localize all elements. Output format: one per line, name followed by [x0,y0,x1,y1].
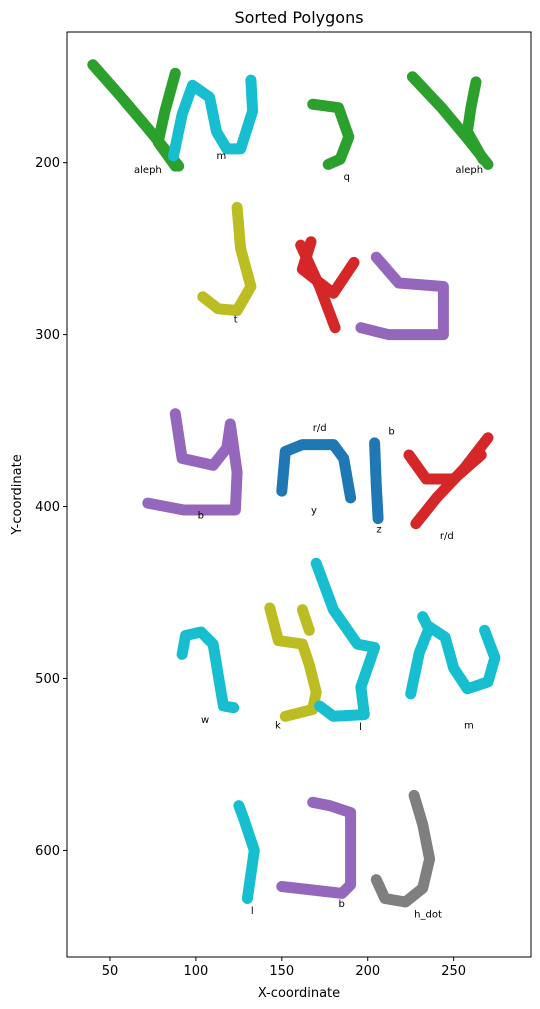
glyph-label: k [275,720,281,731]
glyph-label: m [464,720,474,731]
glyph-polygon: b [276,796,357,910]
glyph-polygon: w [176,626,240,726]
y-tick-label: 500 [35,672,60,687]
glyph-stroke [176,626,240,714]
glyph-label: b [198,511,204,522]
x-axis-label: X-coordinate [258,986,340,1001]
glyph-polygon: k [264,602,322,731]
glyph-label: aleph [455,165,483,176]
glyph-stroke [370,789,436,908]
y-tick-label: 400 [35,500,60,515]
glyph-polygon: l [310,557,381,733]
glyph-stroke [405,621,501,700]
x-axis: 50 100 150 200 250 [102,957,466,979]
glyph-label: q [344,172,350,183]
glyph-label: w [201,715,209,726]
glyph-polygon: l [233,800,260,917]
glyph-stroke [142,408,243,516]
glyph-label: h_dot [414,909,442,920]
glyph-polygon: y [276,439,357,516]
plot-area: aleph m q aleph t r/d b b y z r/d w k l m l b h_dot [87,59,501,920]
glyph-stroke [461,76,489,165]
glyph-polygon: m [168,74,259,162]
glyph-label: b [388,426,394,437]
glyph-stroke [296,604,315,636]
glyph-polygon: b [355,251,449,437]
x-tick-label: 150 [269,964,294,979]
x-tick-label: 250 [441,964,466,979]
y-tick-label: 200 [35,156,60,171]
glyph-polygon: r/d [295,236,360,434]
glyph-stroke [403,449,487,485]
y-tick-label: 300 [35,328,60,343]
glyph-stroke [168,74,259,162]
glyph-stroke [417,611,436,636]
glyph-polygon: h_dot [370,789,442,920]
glyph-stroke [197,201,257,316]
glyph-label: r/d [313,423,327,434]
glyph-polygon: m [405,611,501,731]
chart-title: Sorted Polygons [234,8,363,27]
y-axis-label: Y-coordinate [10,454,25,535]
glyph-polygon: b [142,408,243,522]
glyph-polygon: aleph [406,71,494,176]
plot-frame [66,31,532,958]
glyph-stroke [310,557,381,722]
glyph-label: t [234,315,238,326]
glyph-stroke [355,251,449,341]
x-tick-label: 50 [102,964,119,979]
glyph-stroke [369,437,384,525]
glyph-label: aleph [134,165,162,176]
glyph-polygon: r/d [403,432,494,542]
glyph-polygon: aleph [87,59,185,176]
glyph-label: m [217,151,227,162]
glyph-stroke [276,439,357,504]
glyph-label: z [376,524,381,535]
glyph-label: b [339,899,345,910]
glyph-stroke [296,236,360,299]
glyph-stroke [264,602,322,722]
x-tick-label: 100 [183,964,208,979]
glyph-label: r/d [440,531,454,542]
glyph-label: y [311,505,317,516]
y-axis: 200 300 400 500 600 [35,156,67,859]
glyph-label: l [359,722,362,733]
glyph-stroke [276,796,357,899]
glyph-polygon: z [369,437,384,535]
glyph-polygon: q [307,98,355,183]
x-tick-label: 200 [355,964,380,979]
glyph-stroke [152,67,181,172]
glyph-stroke [233,800,260,904]
glyph-stroke [307,98,355,170]
glyph-label: l [251,906,254,917]
y-tick-label: 600 [35,844,60,859]
glyph-polygon: t [197,201,257,326]
